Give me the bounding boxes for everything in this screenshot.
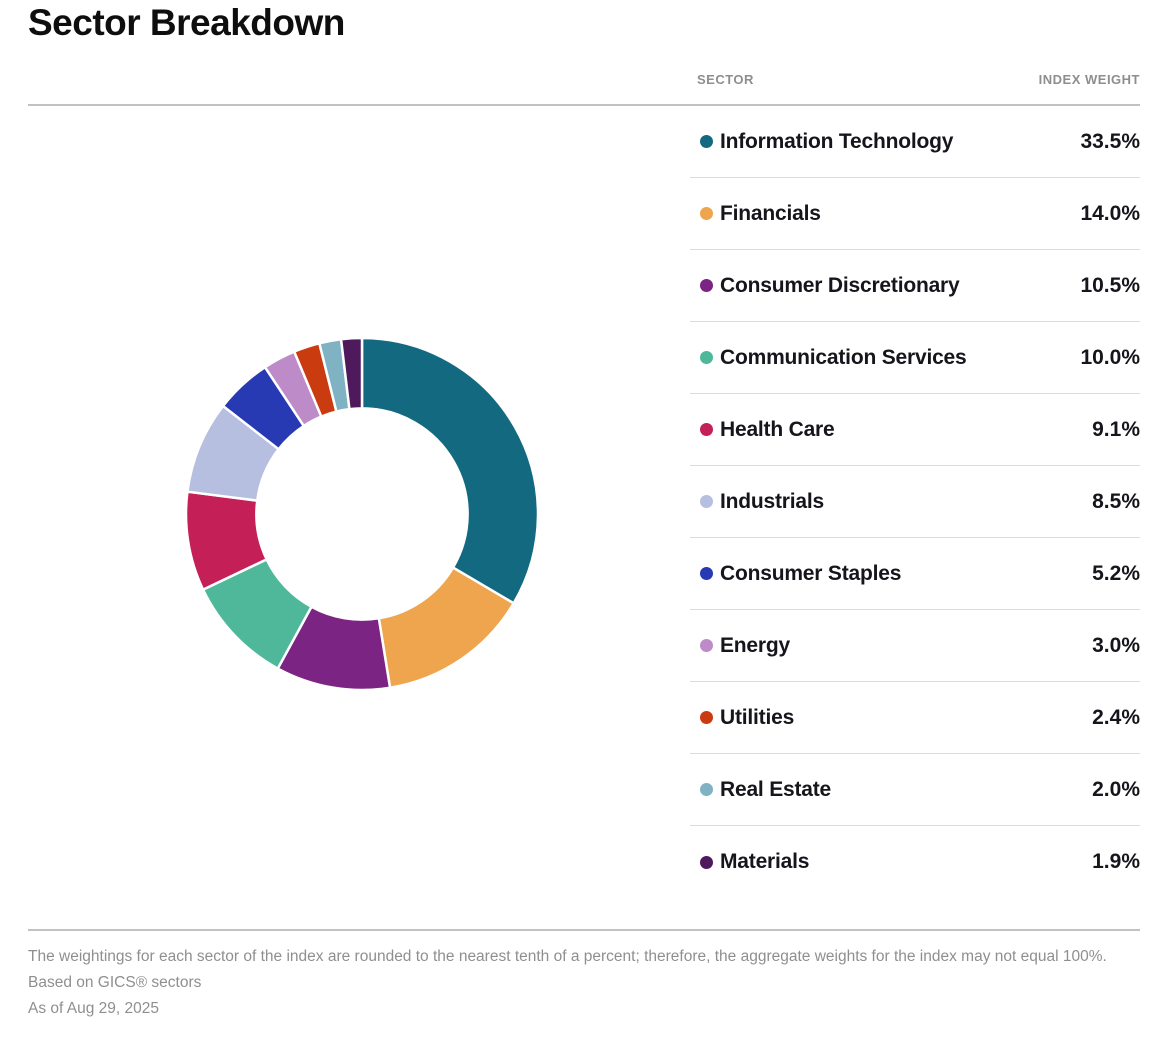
sector-label: Information Technology [720,129,954,153]
sector-label: Materials [720,850,810,873]
sector-color-dot [700,423,713,436]
sector-label: Utilities [720,705,795,729]
sector-weight: 2.0% [1092,777,1140,801]
header-divider [28,104,1140,106]
sector-label: Financials [720,201,821,225]
sector-weight: 8.5% [1092,489,1140,513]
sector-label: Health Care [720,417,835,441]
sector-label: Real Estate [720,777,832,801]
table-row: Financials 14.0% [690,178,1140,250]
sector-color-dot [700,855,713,869]
sector-label: Industrials [720,489,824,513]
footnote-gics: Based on GICS® sectors [28,974,202,991]
sector-color-dot [700,639,713,652]
column-header-sector: SECTOR [697,72,754,87]
sector-weight: 33.5% [1080,129,1140,153]
sector-color-dot [700,351,713,364]
donut-segment-information-technology [360,336,540,605]
page-title: Sector Breakdown [28,2,345,43]
sector-table-body: Information Technology 33.5% Financials 14.… [690,106,1140,898]
sector-label: Energy [720,633,790,657]
sector-weight: 14.0% [1080,201,1140,225]
table-row: Utilities 2.4% [690,682,1140,754]
table-row: Consumer Discretionary 10.5% [690,250,1140,322]
sector-weight: 10.5% [1080,273,1140,297]
table-row: Consumer Staples 5.2% [690,538,1140,610]
sector-label: Consumer Discretionary [720,273,960,297]
sector-weight: 5.2% [1092,561,1140,585]
donut-chart [172,324,552,704]
table-row: Real Estate 2.0% [690,754,1140,826]
footnote-asof: As of Aug 29, 2025 [28,1000,159,1017]
table-row: Communication Services 10.0% [690,322,1140,394]
sector-color-dot [700,495,713,508]
sector-weight: 10.0% [1080,345,1140,369]
donut-chart-svg [184,336,540,692]
sector-color-dot [700,711,713,724]
table-row: Materials 1.9% [690,826,1140,898]
footnotes: The weightings for each sector of the in… [28,948,1140,1026]
sector-color-dot [700,783,713,796]
sector-weight: 3.0% [1092,633,1140,657]
table-header-row: SECTOR INDEX WEIGHT [697,72,1140,87]
footnote-rounding: The weightings for each sector of the in… [28,948,1107,965]
sector-color-dot [700,207,713,220]
sector-color-dot [700,279,713,292]
donut-segment-materials [339,336,364,411]
sector-label: Consumer Staples [720,561,902,585]
table-row: Information Technology 33.5% [690,106,1140,178]
sector-color-dot [700,135,713,148]
table-row: Health Care 9.1% [690,394,1140,466]
footer-divider [28,929,1140,931]
table-row: Industrials 8.5% [690,466,1140,538]
column-header-index-weight: INDEX WEIGHT [1038,72,1140,87]
sector-label: Communication Services [720,345,967,369]
sector-weight: 1.9% [1092,850,1140,873]
sector-weight: 2.4% [1092,705,1140,729]
sector-weight: 9.1% [1092,417,1140,441]
table-row: Energy 3.0% [690,610,1140,682]
sector-color-dot [700,567,713,580]
